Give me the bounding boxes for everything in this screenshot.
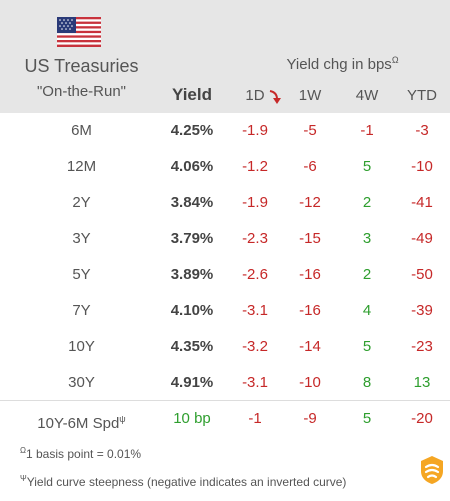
tenor-label: 30Y [68, 374, 95, 391]
change-4w: -1 [360, 122, 374, 139]
footnote-basis-point: Ω1 basis point = 0.01% [20, 446, 142, 461]
change-1d: -3.2 [242, 338, 268, 355]
footnote-curve-steepness: ΨYield curve steepness (negative indicat… [20, 474, 347, 489]
column-header-1w[interactable]: 1W [298, 87, 322, 104]
table-header: US Treasuries "On-the-Run" Yield Yield c… [0, 0, 450, 113]
table-row: 3Y 3.79% -2.3 -15 3 -49 [0, 221, 450, 257]
spread-label: 10Y-6M Spdψ [37, 414, 126, 432]
us-flag-icon [57, 17, 101, 47]
change-1d: -1.2 [242, 158, 268, 175]
change-ytd: -23 [411, 338, 433, 355]
yield-value: 4.91% [170, 374, 214, 391]
table-row: 5Y 3.89% -2.6 -16 2 -50 [0, 257, 450, 293]
change-4w: 5 [362, 338, 372, 355]
change-1d: -1.9 [242, 194, 268, 211]
yield-value: 4.35% [170, 338, 214, 355]
table-row: 12M 4.06% -1.2 -6 5 -10 [0, 149, 450, 185]
change-4w: 4 [362, 302, 372, 319]
yield-column-header[interactable]: Yield [172, 85, 212, 104]
table-row: 30Y 4.91% -3.1 -10 8 13 [0, 365, 450, 401]
change-4w: 5 [362, 158, 372, 175]
tenor-label: 2Y [72, 194, 91, 211]
spread-value: 10 bp [173, 410, 211, 427]
change-1w: -12 [299, 194, 321, 211]
table-row: 6M 4.25% -1.9 -5 -1 -3 [0, 113, 450, 149]
yield-value: 4.10% [170, 302, 214, 319]
table-subtitle: "On-the-Run" [36, 83, 127, 100]
change-1d: -3.1 [242, 302, 268, 319]
table-row: 2Y 3.84% -1.9 -12 2 -41 [0, 185, 450, 221]
change-1w: -14 [299, 338, 321, 355]
change-1d: -2.6 [242, 266, 268, 283]
spread-1w: -9 [303, 410, 317, 427]
column-header-1d[interactable]: 1D [245, 87, 265, 104]
brand-logo-icon[interactable] [419, 455, 445, 485]
table-row: 7Y 4.10% -3.1 -16 4 -39 [0, 293, 450, 329]
tenor-label: 5Y [72, 266, 91, 283]
spread-row: 10Y-6M Spdψ 10 bp -1 -9 5 -20 [0, 401, 450, 437]
sort-down-arrow-icon[interactable] [268, 89, 282, 105]
change-1w: -10 [299, 374, 321, 391]
change-4w: 8 [362, 374, 372, 391]
tenor-label: 6M [71, 122, 92, 139]
yield-change-title: Yield chg in bpsΩ [286, 55, 399, 73]
yield-value: 3.89% [170, 266, 214, 283]
tenor-label: 3Y [72, 230, 91, 247]
change-4w: 3 [362, 230, 372, 247]
change-ytd: -41 [411, 194, 433, 211]
change-1d: -1.9 [242, 122, 268, 139]
tenor-label: 10Y [68, 338, 95, 355]
change-ytd: -3 [415, 122, 429, 139]
change-4w: 2 [362, 266, 372, 283]
change-ytd: -39 [411, 302, 433, 319]
table-divider [0, 400, 450, 401]
change-ytd: -50 [411, 266, 433, 283]
yield-value: 4.25% [170, 122, 214, 139]
table-title: US Treasuries [24, 56, 139, 76]
column-header-4w[interactable]: 4W [355, 87, 379, 104]
change-1w: -16 [299, 302, 321, 319]
table-row: 10Y 4.35% -3.2 -14 5 -23 [0, 329, 450, 365]
change-1d: -3.1 [242, 374, 268, 391]
change-ytd: 13 [413, 374, 431, 391]
change-1w: -6 [303, 158, 317, 175]
spread-1d: -1 [248, 410, 262, 427]
change-1d: -2.3 [242, 230, 268, 247]
omega-footnote-mark: Ω [391, 55, 399, 65]
yield-value: 4.06% [170, 158, 214, 175]
change-ytd: -49 [411, 230, 433, 247]
change-1w: -16 [299, 266, 321, 283]
yield-value: 3.84% [170, 194, 214, 211]
change-1w: -15 [299, 230, 321, 247]
change-ytd: -10 [411, 158, 433, 175]
tenor-label: 7Y [72, 302, 91, 319]
change-4w: 2 [362, 194, 372, 211]
spread-ytd: -20 [411, 410, 433, 427]
change-1w: -5 [303, 122, 317, 139]
psi-footnote-mark: ψ [119, 414, 126, 424]
column-header-ytd[interactable]: YTD [407, 87, 437, 104]
yield-value: 3.79% [170, 230, 214, 247]
spread-4w: 5 [362, 410, 372, 427]
tenor-label: 12M [66, 158, 97, 175]
